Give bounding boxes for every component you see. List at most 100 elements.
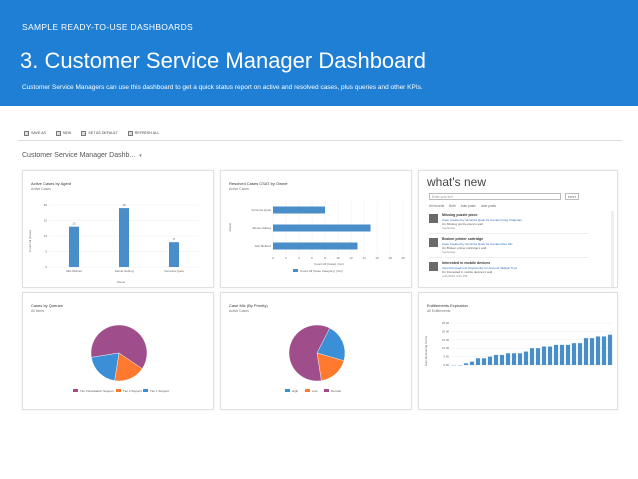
set-as-default-button[interactable]: SET AS DEFAULT (81, 130, 118, 136)
filter-all-records[interactable]: All records (429, 204, 445, 208)
x-tick-label: 20 (401, 256, 405, 260)
bar (577, 343, 583, 365)
new-icon (55, 130, 61, 136)
x-tick-label: 8 (324, 256, 326, 260)
avatar (429, 238, 438, 247)
x-axis-label: Count:All (Case) (min) (314, 262, 344, 266)
y-tick-label: 25.00 (442, 321, 449, 325)
y-tick-label: Alitc Bellvier (255, 244, 271, 248)
toolbar: SAVE AS NEW SET AS DEFAULT REFRESH ALL (24, 128, 159, 138)
feed-filters: All records Both Auto posts User posts (429, 204, 496, 208)
legend-label: Count:All (Case Category) (min) (300, 269, 343, 273)
x-tick-label: 16 (375, 256, 379, 260)
bar (481, 358, 487, 365)
x-tick-label: Alitc Bellvier (66, 269, 82, 273)
card-resolved-cases: Resolved Cases CSAT by Owner Active Case… (220, 170, 412, 288)
banner-eyebrow: SAMPLE READY-TO-USE DASHBOARDS (22, 22, 194, 32)
pie-slice (90, 324, 148, 370)
new-button[interactable]: NEW (55, 130, 71, 136)
chart-title: Cases by Queues (31, 303, 63, 308)
filter-user-posts[interactable]: User posts (480, 204, 496, 208)
bar (273, 242, 358, 250)
bar (487, 356, 493, 365)
bar (571, 343, 577, 365)
y-tick-label: Jahnie Nuiting (252, 226, 271, 230)
feed-item-wall: On Broken printer cartridge's wall (442, 246, 487, 250)
dashboard-title: Customer Service Manager Dashb... (22, 152, 136, 159)
card-entitlements-expiration: Entitlements Expiration All Entitlements… (418, 292, 618, 410)
filter-both[interactable]: Both (449, 204, 456, 208)
legend-swatch (293, 269, 298, 272)
bar (475, 358, 481, 365)
chart-title: Resolved Cases CSAT by Owner (229, 181, 288, 186)
card-cases-by-queues: Cases by Queues All Items Tier 3 Escalat… (22, 292, 214, 410)
bar (529, 348, 535, 365)
bar (469, 361, 475, 365)
y-axis-label: Sum:Remaining Terms (424, 335, 428, 366)
bar (499, 354, 505, 365)
feed-item-text: Veronica Quek lost Opportunity for Accou… (442, 266, 518, 270)
banner-title: 3. Customer Service Manager Dashboard (20, 48, 426, 73)
data-label: 8 (173, 237, 175, 241)
refresh-all-button[interactable]: REFRESH ALL (127, 130, 160, 136)
dashboard-screenshot: SAVE AS NEW SET AS DEFAULT REFRESH ALL C… (18, 122, 622, 412)
scrollbar[interactable] (611, 211, 614, 287)
x-tick-label: 18 (388, 256, 392, 260)
feed-item[interactable]: Broken printer cartridge Case Created by… (429, 237, 589, 257)
bar (553, 344, 559, 365)
bar (493, 354, 499, 365)
bar (535, 348, 541, 365)
y-tick-label: 20.00 (442, 329, 449, 333)
bar (517, 353, 523, 365)
legend-swatch (143, 389, 148, 392)
y-tick-label: 10.00 (442, 346, 449, 350)
post-input[interactable]: Enter your text (429, 193, 561, 200)
divider (429, 257, 589, 258)
feed-item-date: Yesterday (442, 250, 456, 254)
filter-auto-posts[interactable]: Auto posts (460, 204, 476, 208)
entitlements-bar-chart: Sum:Remaining Terms 25.00 20.00 15.00 10.00… (424, 321, 613, 367)
bar (559, 344, 565, 365)
pie-slice (316, 327, 346, 362)
chart-subtitle: Active Cases (229, 309, 249, 313)
x-tick-label: Veronica Quek (164, 269, 184, 273)
save-as-button[interactable]: SAVE AS (24, 130, 46, 136)
feed-item-text: Case Created by Veronica Quek for Contac… (442, 218, 523, 222)
x-axis-label: Owner (117, 280, 126, 284)
agent-bar-chart: Count:All (Case) Owner 20 15 10 5 0 13 Alitc B… (28, 203, 199, 284)
toolbar-divider (18, 140, 622, 141)
refresh-all-label: REFRESH ALL (134, 131, 160, 135)
queues-pie-chart: Tier 3 Escalation Support Tier 2 Support… (73, 324, 169, 393)
bar (505, 353, 511, 365)
save-as-label: SAVE AS (31, 131, 46, 135)
legend-label: Tier 2 Support (123, 389, 142, 393)
post-button[interactable]: POST (565, 193, 579, 200)
pie-slice (288, 324, 330, 382)
bar (119, 208, 129, 267)
bar (601, 336, 607, 365)
bar (69, 226, 79, 267)
bar (523, 351, 529, 365)
divider (429, 233, 589, 234)
save-icon (24, 130, 29, 136)
bar (541, 346, 547, 365)
y-tick-label: 10 (44, 234, 48, 238)
x-tick-label: 14 (362, 256, 366, 260)
dashboard-selector[interactable]: Customer Service Manager Dashb... ▾ (22, 152, 142, 159)
default-icon (81, 130, 87, 136)
y-tick-label: 15.00 (442, 338, 449, 342)
y-tick-label: 0 (45, 265, 47, 269)
data-label: 19 (122, 203, 126, 207)
bar (547, 346, 553, 365)
y-tick-label: Veronica Quek (251, 208, 271, 212)
priority-pie-chart: High Low Normal (285, 324, 346, 393)
refresh-icon (127, 130, 133, 136)
resolved-bar-chart: Owner Count:All (Case) (min) Count:All (… (228, 201, 405, 273)
y-tick-label: 0.00 (444, 363, 450, 367)
x-tick-label: 2 (285, 256, 287, 260)
y-axis-label: Owner (228, 223, 232, 232)
feed-item[interactable]: Interested in mobile devices Veronica Qu… (429, 261, 589, 281)
feed-item[interactable]: Missing puzzle piece Case Created by Ver… (429, 213, 589, 233)
x-tick-label: 0 (272, 256, 274, 260)
feed-item-wall: On Interested in mobile devices's wall (442, 270, 493, 274)
